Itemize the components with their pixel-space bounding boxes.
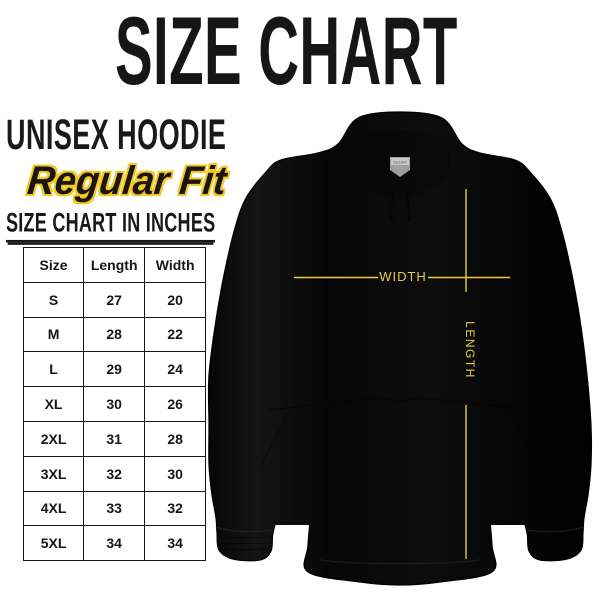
- svg-text:WIDTH: WIDTH: [379, 269, 427, 284]
- svg-text:LENGTH: LENGTH: [463, 321, 477, 379]
- svg-text:GILDAN: GILDAN: [393, 161, 407, 165]
